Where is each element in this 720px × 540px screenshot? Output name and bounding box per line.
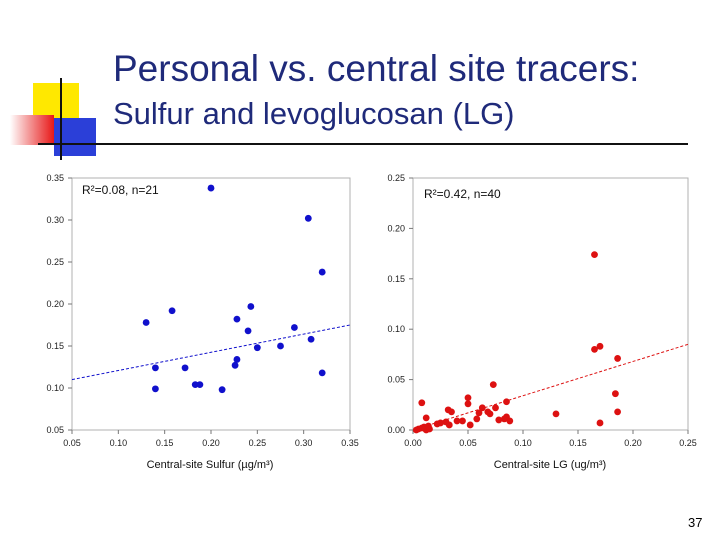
data-point — [318, 369, 326, 377]
data-point — [152, 385, 159, 393]
y-tick-label: 0.15 — [46, 341, 64, 351]
y-tick-label: 0.15 — [387, 274, 405, 284]
data-point — [233, 356, 241, 363]
x-tick-label: 0.05 — [459, 438, 477, 448]
x-tick-label: 0.25 — [679, 438, 697, 448]
data-point — [425, 422, 432, 430]
data-point — [503, 398, 510, 406]
x-axis-label: Central-site LG (ug/m³) — [494, 459, 606, 471]
data-point — [464, 394, 472, 402]
data-point — [277, 342, 284, 350]
data-point — [596, 419, 604, 427]
data-point — [307, 335, 315, 343]
data-point — [196, 381, 204, 389]
y-tick-label: 0.10 — [46, 383, 64, 393]
data-point — [492, 404, 499, 412]
data-point — [495, 416, 503, 424]
data-point — [466, 421, 474, 429]
data-point — [552, 410, 560, 418]
data-point — [233, 315, 241, 323]
y-tick-label: 0.10 — [387, 324, 405, 334]
data-point — [591, 251, 598, 259]
x-tick-label: 0.35 — [341, 438, 359, 448]
data-point — [291, 324, 298, 331]
data-point — [181, 364, 189, 372]
x-tick-label: 0.10 — [110, 438, 128, 448]
x-tick-label: 0.20 — [202, 438, 220, 448]
data-point — [596, 342, 604, 350]
data-point — [142, 319, 150, 326]
sulfur-scatter-chart: 0.05 0.10 0.15 0.20 0.25 0.30 0.35 0.05 0.10 0.15… — [46, 173, 358, 471]
y-tick-label: 0.25 — [46, 257, 64, 267]
data-point — [475, 409, 483, 417]
data-point — [506, 417, 514, 425]
x-tick-label: 0.15 — [569, 438, 587, 448]
x-axis-label: Central-site Sulfur (µg/m³) — [147, 459, 274, 471]
data-point — [489, 381, 497, 389]
data-point — [442, 418, 450, 426]
ornament-vertical-line — [60, 78, 62, 160]
data-point — [231, 361, 239, 369]
data-point — [614, 355, 621, 362]
data-point — [412, 426, 420, 434]
data-point — [500, 415, 508, 423]
data-point — [422, 414, 430, 422]
y-tick-label: 0.25 — [387, 173, 405, 183]
x-tick-label: 0.25 — [249, 438, 267, 448]
data-point — [473, 415, 481, 423]
x-tick-label: 0.15 — [156, 438, 174, 448]
slide-ornament — [0, 0, 110, 170]
page-number: 37 — [688, 515, 703, 530]
y-tick-label: 0.20 — [46, 299, 64, 309]
data-point — [253, 344, 261, 352]
x-tick-label: 0.20 — [624, 438, 642, 448]
y-tick-label: 0.05 — [387, 375, 405, 385]
data-point — [244, 327, 252, 335]
x-tick-label: 0.10 — [514, 438, 532, 448]
data-point — [453, 417, 461, 425]
data-point — [478, 404, 486, 412]
r-squared-annotation: R²=0.08, n=21 — [82, 183, 159, 197]
y-tick-label: 0.00 — [387, 425, 405, 435]
trend-line — [412, 343, 689, 431]
data-point — [318, 268, 326, 276]
data-point — [459, 417, 466, 425]
trend-line — [71, 324, 351, 381]
data-point — [444, 406, 452, 414]
data-point — [464, 400, 472, 408]
x-tick-label: 0.30 — [295, 438, 313, 448]
y-tick-label: 0.35 — [46, 173, 64, 183]
data-point — [484, 408, 492, 416]
slide-title: Personal vs. central site tracers: — [113, 48, 640, 89]
data-point — [247, 303, 255, 310]
data-point — [612, 390, 619, 398]
data-point — [218, 386, 226, 394]
x-tick-label: 0.00 — [404, 438, 422, 448]
data-point — [433, 420, 441, 428]
x-tick-label: 0.05 — [63, 438, 81, 448]
plot-area — [71, 177, 351, 431]
title-divider — [38, 143, 688, 145]
data-point — [418, 399, 426, 407]
plot-area — [412, 177, 689, 431]
r-squared-annotation: R²=0.42, n=40 — [424, 187, 501, 201]
y-tick-label: 0.30 — [46, 215, 64, 225]
data-point — [304, 214, 312, 222]
data-point — [591, 345, 598, 353]
slide-subtitle: Sulfur and levoglucosan (LG) — [113, 96, 515, 131]
data-point — [152, 364, 159, 372]
y-tick-label: 0.05 — [46, 425, 64, 435]
data-point — [168, 307, 176, 315]
lg-scatter-chart: 0.00 0.05 0.10 0.15 0.20 0.25 0.00 0.05 0.10 0.15… — [387, 173, 696, 471]
data-point — [614, 408, 621, 416]
data-point — [207, 184, 215, 192]
ornament-red-square — [10, 115, 54, 145]
y-tick-label: 0.20 — [387, 223, 405, 233]
